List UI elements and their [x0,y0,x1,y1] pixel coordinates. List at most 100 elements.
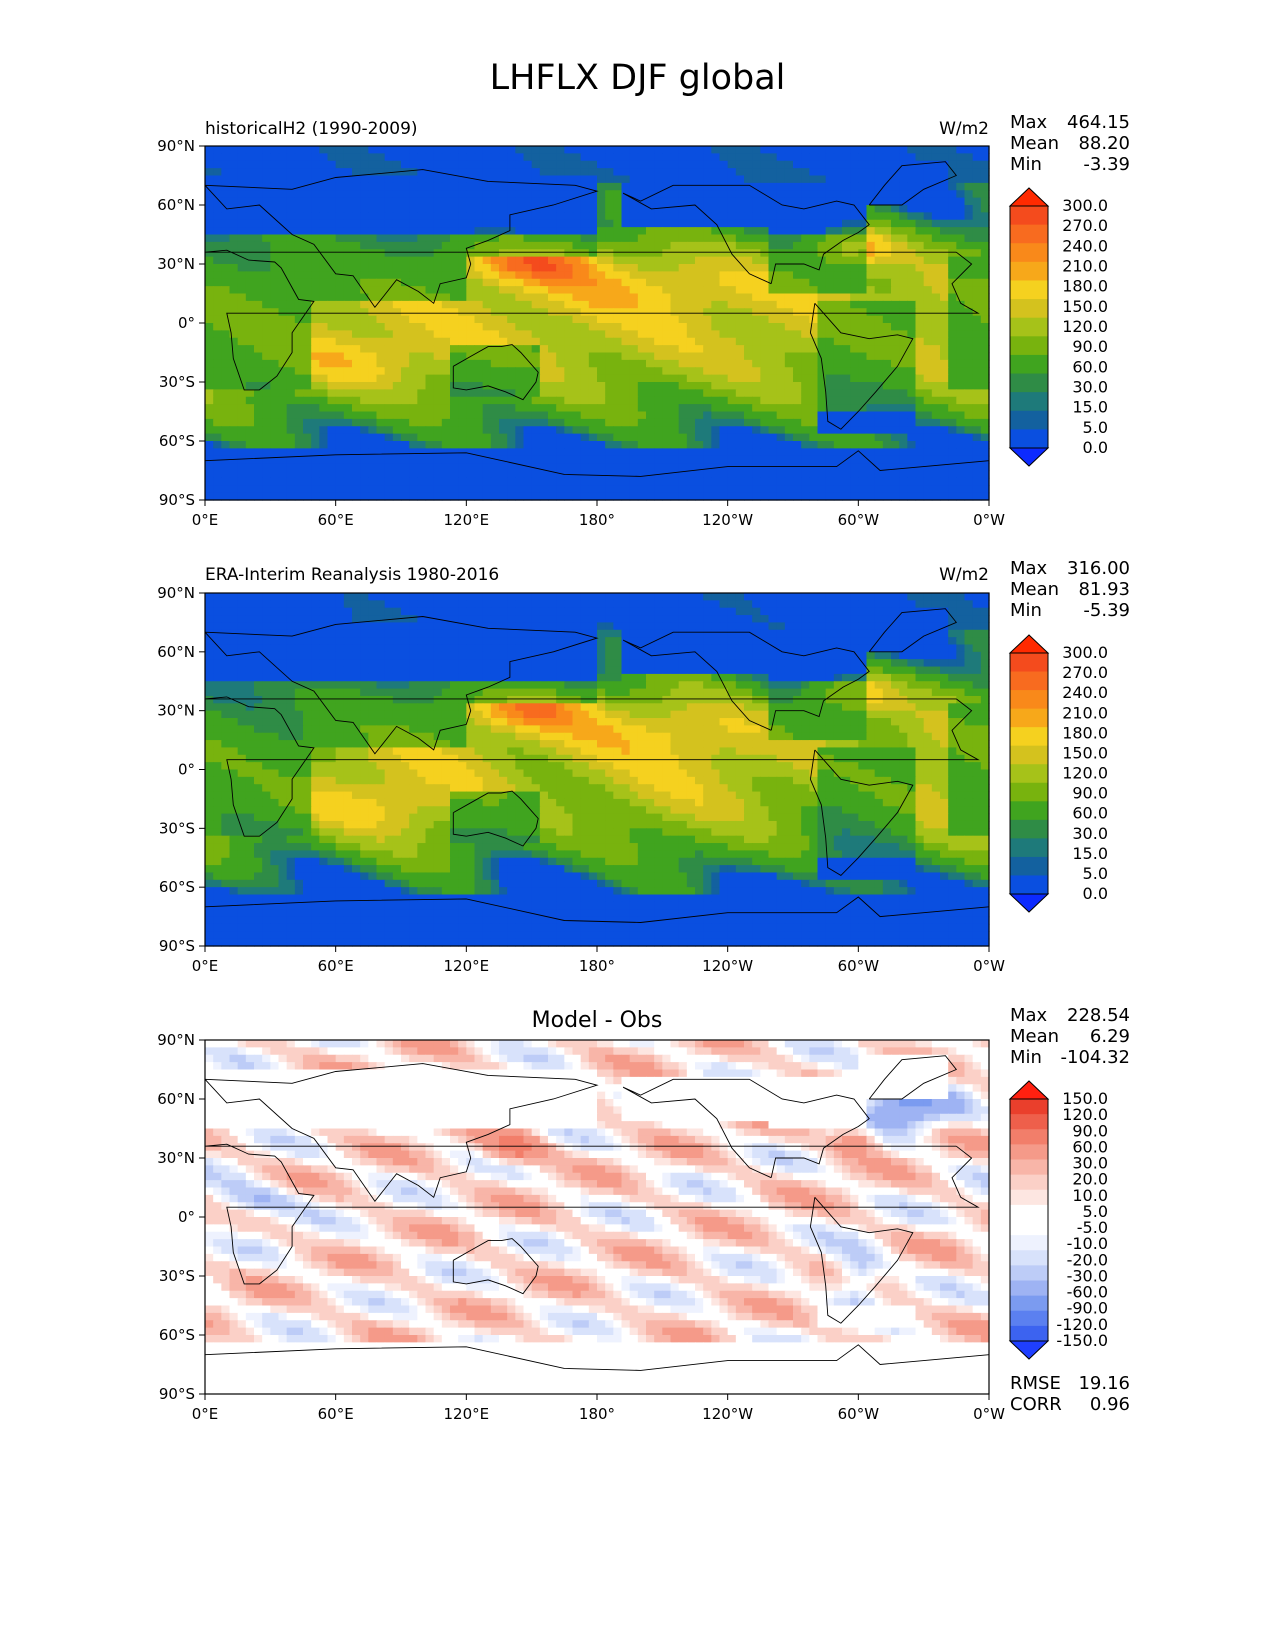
heatmap-cell [433,146,443,154]
heatmap-cell [335,241,345,250]
heatmap-cell [637,286,647,295]
heatmap-cell [678,153,688,162]
heatmap-cell [597,234,606,243]
heatmap-cell [556,441,565,449]
heatmap-cell [964,492,974,501]
heatmap-cell [548,485,557,494]
heatmap-cell [213,367,222,376]
heatmap-cell [605,300,614,309]
heatmap-cell [931,256,941,265]
heatmap-cell [801,227,810,236]
heatmap-cell [262,404,271,413]
heatmap-cell [915,382,925,390]
heatmap-cell [229,615,239,624]
heatmap-cell [490,455,500,464]
heatmap-cell [899,404,908,413]
heatmap-cell [311,330,320,339]
heatmap-cell [817,337,827,346]
heatmap-cell [695,607,704,616]
heatmap-cell [752,146,761,154]
heatmap-cell [874,241,884,250]
heatmap-cell [392,234,402,243]
heatmap-cell [450,205,459,213]
heatmap-cell [858,264,868,272]
heatmap-cell [899,153,908,162]
heatmap-cell [368,455,378,464]
heatmap-cell [980,485,990,494]
heatmap-cell [964,396,974,405]
heatmap-cell [254,153,263,162]
heatmap-cell [286,359,296,368]
heatmap-cell [776,374,786,383]
heatmap-cell [572,455,582,464]
heatmap-cell [368,308,378,317]
heatmap-cell [858,182,868,191]
heatmap-cell [548,337,557,346]
heatmap-cell [980,367,990,376]
heatmap-cell [335,160,345,169]
heatmap-cell [237,323,247,331]
heatmap-cell [588,359,598,368]
heatmap-cell [417,485,427,494]
heatmap-cell [956,315,966,324]
heatmap-cell [670,463,680,472]
heatmap-cell [335,389,345,398]
heatmap-cell [523,426,533,435]
heatmap-cell [637,300,647,309]
heatmap-cell [931,286,941,295]
heatmap-cell [507,374,516,383]
heatmap-cell [744,426,753,435]
heatmap-cell [425,345,435,354]
heatmap-cell [817,345,827,354]
heatmap-cell [850,389,859,398]
heatmap-cell [858,600,868,609]
heatmap-cell [825,197,835,206]
heatmap-cell [972,396,982,405]
heatmap-cell [499,396,508,405]
heatmap-cell [801,477,810,486]
heatmap-cell [948,477,957,486]
heatmap-cell [662,352,672,361]
heatmap-cell [319,293,329,302]
heatmap-cell [515,600,525,609]
heatmap-cell [343,182,353,191]
heatmap-cell [923,249,933,258]
heatmap-cell [711,330,721,339]
heatmap-cell [417,418,427,427]
heatmap-cell [376,249,386,258]
heatmap-cell [842,168,851,177]
heatmap-cell [948,227,957,236]
heatmap-cell [205,300,214,309]
heatmap-cell [515,182,525,191]
heatmap-cell [335,278,345,287]
heatmap-cell [425,168,435,177]
heatmap-cell [360,190,369,199]
heatmap-cell [303,492,312,501]
heatmap-cell [801,175,810,184]
heatmap-cell [490,256,500,265]
heatmap-cell [352,418,361,427]
heatmap-cell [507,227,516,236]
heatmap-cell [425,374,435,383]
heatmap-cell [833,160,843,169]
heatmap-cell [866,433,876,442]
heatmap-cell [923,492,933,501]
heatmap-cell [825,404,835,413]
heatmap-cell [793,227,802,236]
heatmap-cell [482,448,492,457]
heatmap-cell [825,153,835,162]
heatmap-cell [319,593,329,601]
heatmap-cell [441,374,451,383]
heatmap-cell [858,168,868,177]
heatmap-cell [556,352,565,361]
heatmap-cell [360,607,369,616]
heatmap-cell [874,197,884,206]
heatmap-cell [654,477,663,486]
heatmap-cell [866,359,876,368]
heatmap-cell [597,190,606,199]
heatmap-cell [735,153,745,162]
heatmap-cell [213,448,222,457]
heatmap-cell [956,256,966,265]
heatmap-cell [703,448,712,457]
heatmap-cell [507,426,516,435]
